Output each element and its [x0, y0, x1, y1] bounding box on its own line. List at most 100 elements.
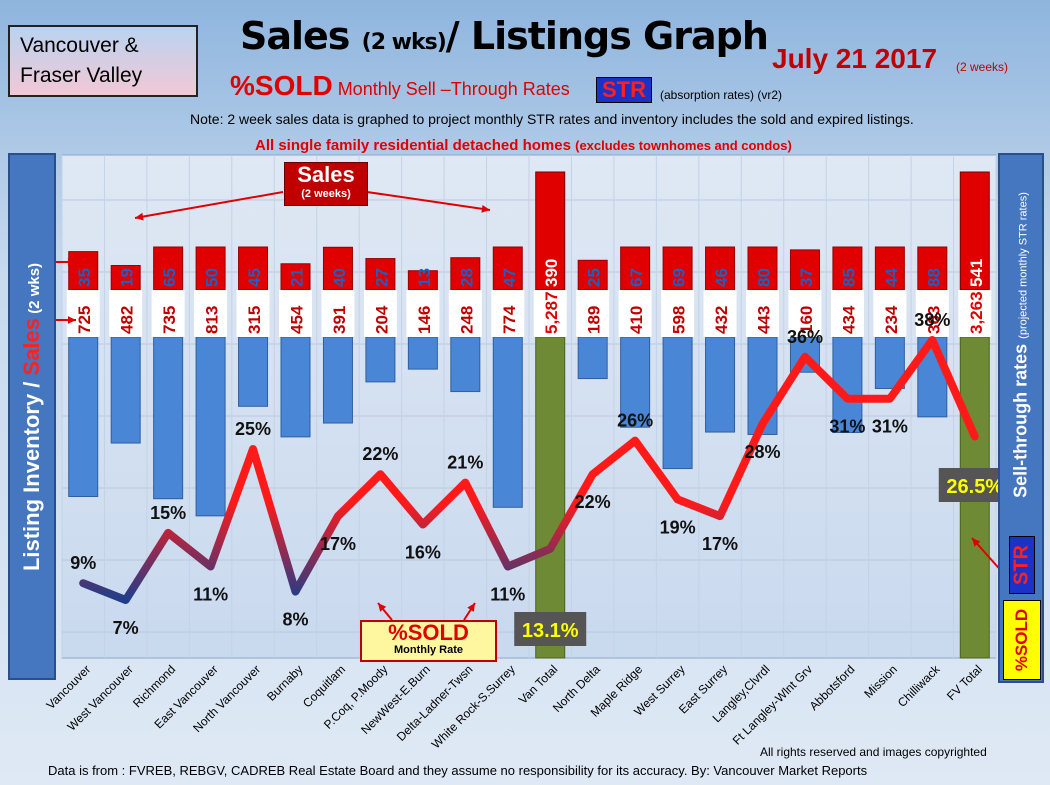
label-band — [533, 290, 567, 337]
listing-value-label: 482 — [118, 306, 137, 334]
percent-label: 22% — [362, 444, 398, 464]
percent-label: 7% — [113, 618, 139, 638]
subtitle-sold: %SOLD — [230, 70, 333, 101]
category-label: Mission — [861, 662, 900, 701]
category-label: Burnaby — [264, 662, 306, 704]
listing-bar — [322, 336, 353, 424]
note-line: Note: 2 week sales data is graphed to pr… — [190, 111, 914, 127]
listing-bar — [280, 336, 311, 438]
right-str-text: STR — [1010, 545, 1033, 585]
sales-bar — [747, 246, 778, 291]
rights-note: All rights reserved and images copyright… — [760, 745, 987, 759]
sales-value-label: 35 — [75, 268, 94, 287]
label-band — [279, 290, 312, 337]
sales-bar — [832, 246, 863, 291]
listing-bar — [153, 336, 184, 500]
label-band — [788, 290, 822, 337]
sales-bar — [577, 259, 608, 291]
percent-label: 19% — [660, 517, 696, 537]
label-band — [915, 290, 949, 337]
sales-value-label: 21 — [288, 268, 307, 287]
right-sold-badge: %SOLD — [1003, 600, 1041, 680]
listing-bar — [195, 336, 226, 517]
sales-bar — [620, 246, 651, 291]
percent-label: 11% — [490, 584, 525, 604]
listing-value-label: 363 — [924, 306, 943, 334]
listing-bar — [662, 336, 693, 470]
sales-bar — [705, 246, 736, 291]
left-axis-panel — [8, 153, 56, 680]
listing-bar — [832, 336, 863, 433]
sales-value-label: 45 — [245, 268, 264, 287]
str-badge: STR — [596, 77, 652, 103]
total-percent-label: 13.1% — [522, 620, 579, 642]
listing-value-label: 248 — [457, 306, 476, 334]
sales-bar — [153, 246, 184, 291]
category-label: FV Total — [944, 662, 985, 703]
percent-label: 8% — [282, 610, 308, 630]
listing-bar — [492, 336, 523, 508]
category-label: Ft Langley-Wlnt Grv — [730, 662, 815, 747]
listing-bar — [68, 336, 99, 497]
sales-arrow-left-head — [135, 212, 144, 221]
label-band — [958, 290, 992, 337]
listing-value-label: 725 — [75, 306, 94, 334]
right-title-small: (projected monthly STR rates) — [1017, 192, 1030, 339]
listing-value-label: 813 — [203, 306, 222, 334]
right-title-main: Sell-through rates — [1010, 343, 1031, 498]
sales-bar — [280, 263, 311, 291]
sales-value-label: 80 — [755, 268, 774, 287]
label-band — [66, 290, 100, 337]
sales-value-label: 85 — [839, 268, 858, 287]
label-band — [661, 290, 695, 337]
sales-bar — [238, 246, 269, 291]
listing-bar — [450, 336, 481, 393]
str-note: (absorption rates) (vr2) — [660, 88, 783, 102]
sales-value-label: 50 — [203, 268, 222, 287]
sales-value-label: 541 — [967, 259, 986, 287]
date-sub: (2 weeks) — [956, 60, 1009, 74]
listing-value-label: 598 — [670, 306, 689, 334]
listing-bar — [577, 336, 608, 380]
left-title-b: Sales — [19, 317, 44, 376]
total-percent-box — [514, 612, 587, 646]
category-label: Van Total — [516, 662, 561, 707]
label-band — [151, 290, 185, 337]
percent-label: 9% — [70, 553, 96, 573]
sales-value-label: 37 — [797, 268, 816, 287]
subtitle: %SOLD Monthly Sell –Through Rates — [230, 70, 570, 102]
homes-main: All single family residential detached h… — [255, 137, 576, 154]
listing-value-label: 434 — [839, 305, 858, 334]
label-band — [746, 290, 779, 337]
sales-value-label: 88 — [924, 268, 943, 287]
percent-label: 22% — [575, 492, 611, 512]
listing-value-label: 774 — [500, 305, 519, 334]
percent-label: 25% — [235, 419, 271, 439]
sales-bar — [195, 246, 226, 291]
listing-value-label: 146 — [415, 306, 434, 334]
label-band — [618, 290, 652, 337]
sales-arrow-right-head — [481, 204, 490, 213]
percent-label: 26% — [617, 411, 653, 431]
date-label: July 21 2017 — [772, 43, 938, 74]
sold-callout-title: %SOLD — [388, 620, 469, 645]
homes-paren: (excludes townhomes and condos) — [575, 138, 792, 153]
listing-value-label: 189 — [585, 306, 604, 334]
listing-value-label: 432 — [712, 306, 731, 334]
listing-value-label: 454 — [288, 305, 307, 334]
listing-value-label: 315 — [245, 306, 264, 334]
left-listing-arrow-head — [67, 316, 76, 324]
label-band — [491, 290, 525, 337]
sales-bar — [68, 251, 99, 291]
percent-label: 17% — [320, 534, 356, 554]
sold-rate-line — [79, 336, 979, 604]
sales-value-label: 46 — [712, 268, 731, 287]
sold-callout: %SOLD Monthly Rate — [360, 620, 497, 662]
left-title-a: Listing Inventory / — [19, 375, 44, 572]
percent-label: 17% — [702, 534, 738, 554]
label-band — [830, 290, 864, 337]
label-band — [873, 290, 907, 337]
sales-value-label: 28 — [457, 268, 476, 287]
right-axis-panel — [998, 153, 1044, 683]
